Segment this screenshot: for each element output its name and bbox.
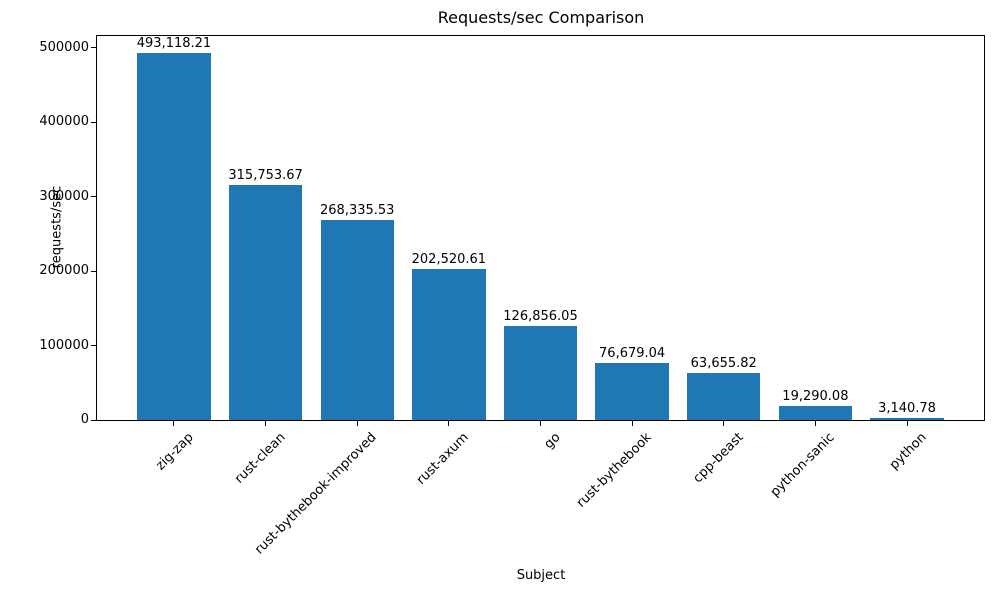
- bar-value-label: 63,655.82: [690, 355, 757, 371]
- bar: [412, 269, 486, 420]
- y-axis-tick-label: 300000: [39, 188, 89, 204]
- bar: [595, 362, 669, 420]
- y-axis-tick-label: 100000: [39, 337, 89, 353]
- bar: [687, 372, 761, 420]
- bar: [870, 417, 944, 420]
- x-axis-tick: [906, 421, 908, 426]
- y-axis-tick: [91, 270, 96, 272]
- bar: [503, 325, 578, 420]
- x-axis-tick: [173, 421, 175, 426]
- bar-value-label: 493,118.21: [136, 35, 212, 51]
- bar: [137, 52, 211, 420]
- y-axis-tick-label: 0: [80, 412, 89, 427]
- y-axis-tick: [91, 345, 96, 346]
- bar-value-label: 3,140.78: [878, 400, 936, 416]
- y-axis-tick: [91, 121, 96, 123]
- bar: [320, 220, 394, 420]
- x-axis-tick: [448, 421, 450, 426]
- y-axis-tick: [91, 196, 96, 198]
- y-axis-tick: [91, 47, 96, 49]
- x-axis-tick: [356, 421, 358, 426]
- x-axis-tick: [265, 421, 267, 426]
- y-axis-tick-label: 400000: [39, 114, 89, 130]
- plot-area: 0 100000 200000 300000 400000 500000 493,118.2…: [39, 35, 985, 557]
- bar: [228, 184, 303, 420]
- bar-value-label: 76,679.04: [599, 345, 666, 361]
- bar-value-label: 268,335.53: [320, 203, 395, 219]
- bar: [778, 405, 853, 420]
- bar-value-label: 126,856.05: [503, 308, 578, 324]
- x-axis-tick: [540, 421, 541, 426]
- x-axis-tick: [723, 421, 725, 426]
- y-axis-tick: [91, 419, 96, 421]
- bar-value-label: 315,753.67: [228, 167, 303, 183]
- x-axis-tick: [631, 421, 633, 426]
- y-axis-tick-label: 500000: [39, 39, 89, 55]
- x-axis-label: Subject: [516, 568, 566, 583]
- y-axis-tick-label: 200000: [39, 263, 89, 279]
- bar-value-label: 19,290.08: [782, 388, 849, 404]
- x-axis-tick: [814, 421, 816, 426]
- chart-title: Requests/sec Comparison: [437, 8, 645, 27]
- bar-value-label: 202,520.61: [411, 252, 487, 268]
